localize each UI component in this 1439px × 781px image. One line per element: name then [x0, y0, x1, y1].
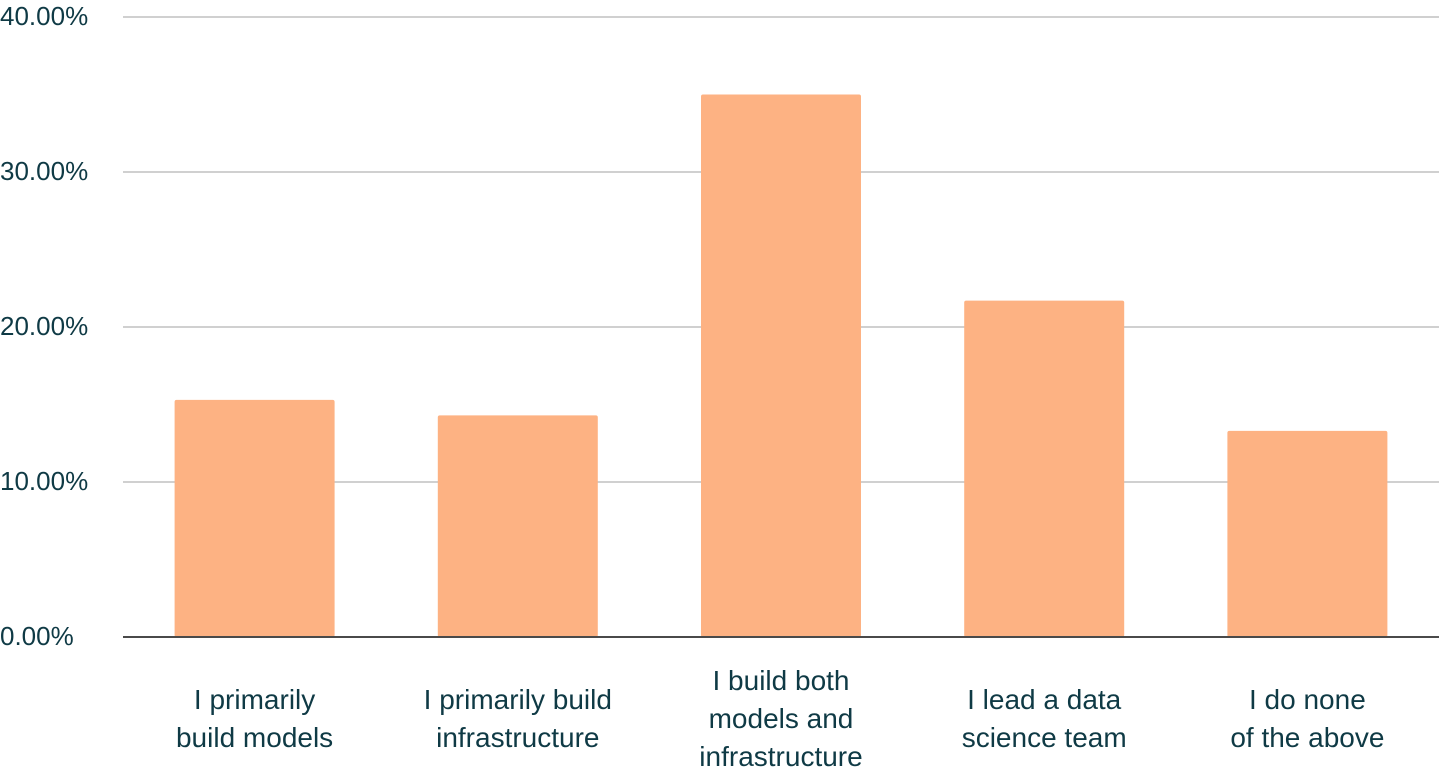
x-tick-label: I do none of the above	[1230, 684, 1384, 753]
x-tick-label-line: infrastructure	[436, 722, 599, 753]
x-tick-label: I lead a data science team	[962, 684, 1127, 753]
x-tick-label-line: of the above	[1230, 722, 1384, 753]
x-tick-label-line: I primarily build	[424, 684, 612, 715]
y-tick-label: 40.00%	[0, 1, 88, 31]
bar	[964, 300, 1125, 637]
x-tick-label-line: science team	[962, 722, 1127, 753]
x-tick-label: I build both models and infrastructure	[699, 665, 862, 772]
bars	[174, 94, 1388, 637]
x-tick-label-line: I primarily	[194, 684, 315, 715]
x-tick-label-line: build models	[176, 722, 333, 753]
x-tick-label: I primarily build models	[176, 684, 333, 753]
y-tick-label: 0.00%	[0, 621, 74, 651]
y-tick-labels: 0.00% 10.00% 20.00% 30.00% 40.00%	[0, 1, 88, 651]
y-tick-label: 30.00%	[0, 156, 88, 186]
bar	[701, 94, 861, 637]
y-tick-label: 10.00%	[0, 466, 88, 496]
x-tick-label-line: infrastructure	[699, 741, 862, 772]
bar	[174, 399, 335, 637]
bar	[1227, 430, 1388, 637]
x-tick-label-line: models and	[709, 703, 854, 734]
x-tick-label: I primarily build infrastructure	[424, 684, 612, 753]
x-tick-label-line: I build both	[713, 665, 850, 696]
y-tick-label: 20.00%	[0, 311, 88, 341]
bar	[437, 415, 598, 637]
x-tick-label-line: I do none	[1249, 684, 1366, 715]
x-tick-label-line: I lead a data	[967, 684, 1122, 715]
